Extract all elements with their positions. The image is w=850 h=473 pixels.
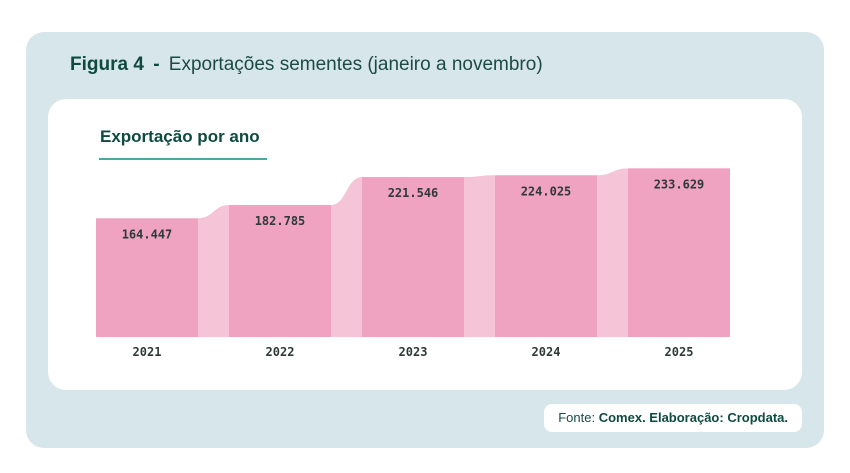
- bar-connector: [597, 168, 628, 337]
- category-label: 2021: [133, 345, 162, 359]
- chart-title: Exportação por ano: [100, 127, 260, 146]
- value-label: 224.025: [521, 184, 572, 198]
- value-label: 221.546: [388, 186, 439, 200]
- chart-title-underline: [99, 158, 267, 160]
- bar-connector: [331, 177, 362, 337]
- bar-chart: 164.447 2021 182.785 2022 221.546 2023 224.025…: [96, 168, 730, 359]
- bar-2023: [362, 177, 464, 337]
- value-label: 233.629: [654, 177, 705, 191]
- figure-panel: Figura 4 - Exportações sementes (janeiro…: [26, 32, 824, 448]
- figure-title: Figura 4 - Exportações sementes (janeiro…: [70, 54, 543, 76]
- figure-title-text: Exportações sementes (janeiro a novembro…: [168, 54, 543, 75]
- category-label: 2022: [266, 345, 295, 359]
- bar-2021: [96, 218, 198, 337]
- figure-label: Figura 4: [70, 54, 144, 75]
- category-label: 2024: [532, 345, 561, 359]
- bar-2025: [628, 168, 730, 337]
- source-note: Fonte: Comex. Elaboração: Cropdata.: [544, 404, 802, 432]
- figure-separator: -: [153, 54, 160, 75]
- bar-connector: [464, 175, 495, 337]
- value-label: 164.447: [122, 227, 173, 241]
- category-label: 2023: [399, 345, 428, 359]
- chart-card: Exportação por ano 164.447 2021 182.785 202…: [48, 99, 802, 390]
- value-label: 182.785: [255, 214, 306, 228]
- bar-connector: [198, 205, 229, 337]
- source-prefix: Fonte:: [558, 410, 596, 425]
- bar-2022: [229, 205, 331, 337]
- category-label: 2025: [665, 345, 694, 359]
- bar-2024: [495, 175, 597, 337]
- source-text: Comex. Elaboração: Cropdata.: [598, 410, 788, 425]
